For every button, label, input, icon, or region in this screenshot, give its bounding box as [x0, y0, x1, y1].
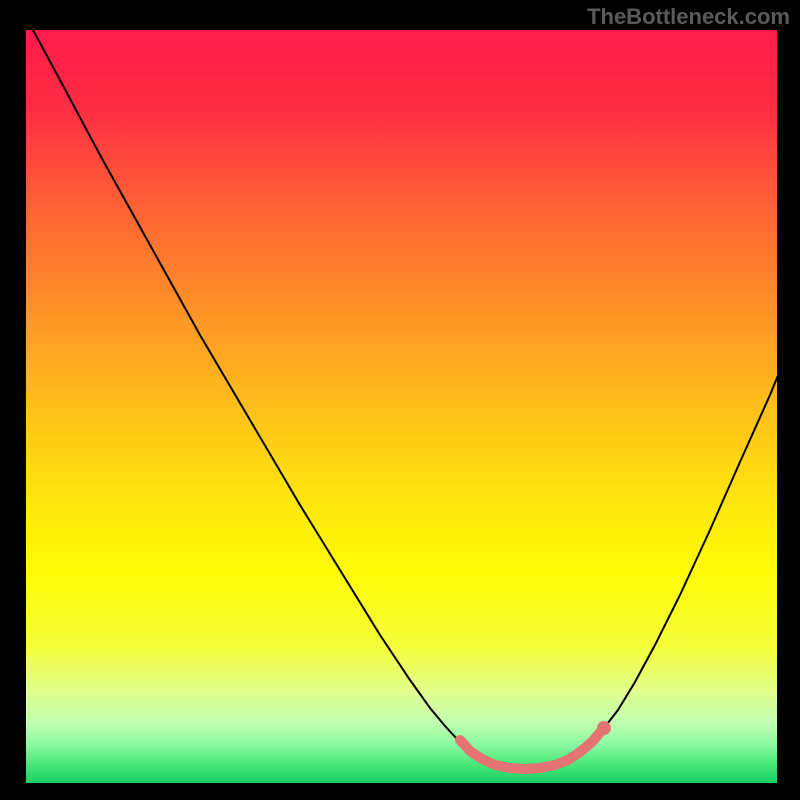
plot-background [26, 30, 777, 783]
optimal-range-end-dot [597, 721, 611, 735]
chart-container: TheBottleneck.com [0, 0, 800, 800]
bottleneck-chart [0, 0, 800, 800]
watermark-text: TheBottleneck.com [587, 4, 790, 30]
